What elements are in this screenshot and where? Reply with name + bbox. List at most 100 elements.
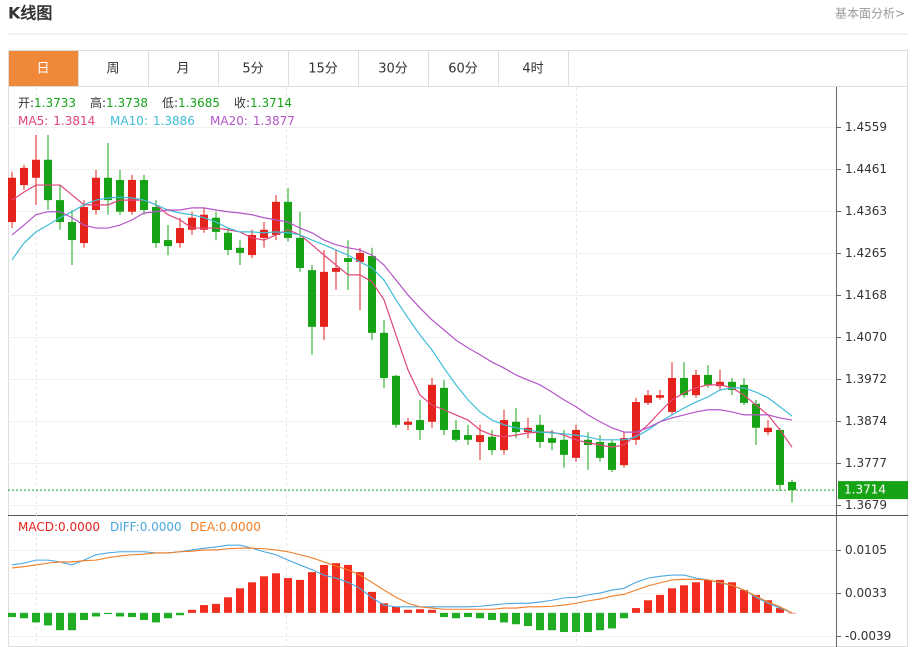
- ma-legend-name: MA20:: [210, 114, 248, 128]
- candle-body: [212, 217, 220, 232]
- macd-bar: [212, 603, 220, 613]
- macd-bar: [560, 612, 568, 633]
- macd-legend: DEA:0.0000: [190, 520, 261, 534]
- tab[interactable]: [8, 50, 79, 87]
- candle-body: [764, 427, 772, 433]
- candle-body: [248, 234, 256, 256]
- macd-bar: [728, 582, 736, 613]
- candle-body: [56, 200, 64, 223]
- macd-bar: [368, 591, 376, 613]
- candle-body: [428, 384, 436, 422]
- macd-bar: [440, 612, 448, 618]
- macd-bar: [764, 600, 772, 613]
- ma-legend-name: MA10:: [110, 114, 148, 128]
- candle-body: [464, 435, 472, 440]
- candle-body: [272, 201, 280, 235]
- ohlc-legend-label: 开:: [18, 96, 34, 110]
- candle-body: [668, 377, 676, 412]
- candle-body: [104, 177, 112, 201]
- candle-body: [116, 179, 124, 212]
- macd-bar: [668, 588, 676, 613]
- candle-body: [308, 270, 316, 327]
- tab-label[interactable]: 30分: [378, 62, 408, 77]
- macd-bar: [224, 597, 232, 613]
- ohlc-legend-value: 1.3714: [250, 96, 292, 110]
- y-tick-label: 1.4461: [845, 162, 887, 176]
- macd-bar: [296, 579, 304, 613]
- ohlc-legend: 高:1.3738: [90, 95, 148, 110]
- candle-body: [164, 240, 172, 247]
- macd-bar: [44, 612, 52, 626]
- ohlc-legend-label: 高:: [90, 95, 106, 110]
- candle-body: [380, 332, 388, 378]
- macd-bar: [488, 612, 496, 621]
- current-price-tag: [838, 481, 908, 500]
- tab-label[interactable]: 60分: [448, 62, 478, 77]
- candle-body: [680, 377, 688, 396]
- ma-legend-value: 1.3886: [153, 114, 195, 128]
- macd-bar: [524, 612, 532, 627]
- candle-body: [692, 374, 700, 396]
- candle-body: [704, 374, 712, 385]
- macd-bar: [80, 612, 88, 621]
- y-tick-label: 1.4168: [845, 288, 887, 302]
- candle-body: [332, 267, 340, 272]
- tab-label[interactable]: 日: [36, 62, 49, 77]
- candle-body: [152, 206, 160, 244]
- macd-bar: [176, 612, 184, 616]
- ohlc-legend-value: 1.3685: [178, 96, 220, 110]
- candle-body: [236, 247, 244, 253]
- candle-body: [260, 229, 268, 238]
- macd-bar: [164, 612, 172, 619]
- tab[interactable]: [498, 50, 569, 87]
- tab[interactable]: [218, 50, 289, 87]
- macd-bar: [248, 582, 256, 613]
- candle-body: [476, 435, 484, 442]
- macd-line: [11, 547, 793, 614]
- macd-bar: [344, 564, 352, 613]
- ma-legend-name: MA5:: [18, 114, 48, 128]
- candle-body: [356, 252, 364, 262]
- macd-bar: [404, 609, 412, 613]
- macd-bar: [56, 612, 64, 631]
- candle-body: [488, 436, 496, 451]
- macd-bar: [428, 609, 436, 613]
- tab[interactable]: [148, 50, 219, 87]
- candle-body: [440, 387, 448, 430]
- y-tick-label: 1.3874: [845, 414, 887, 428]
- candle-body: [20, 167, 28, 186]
- ma-legend: MA5: 1.3814: [18, 114, 95, 128]
- tab-label[interactable]: 周: [106, 62, 119, 77]
- candle-body: [296, 237, 304, 268]
- macd-bar: [500, 612, 508, 623]
- macd-bar: [704, 579, 712, 613]
- y-tick-label: 1.4363: [845, 204, 887, 218]
- tab[interactable]: [358, 50, 429, 87]
- candle-body: [716, 381, 724, 387]
- candle-body: [32, 159, 40, 178]
- tab[interactable]: [78, 50, 149, 87]
- analysis-link[interactable]: 基本面分析>: [835, 7, 905, 21]
- candle-body: [776, 429, 784, 485]
- candle-body: [728, 381, 736, 390]
- macd-bar: [356, 572, 364, 613]
- ohlc-legend: 低:1.3685: [162, 96, 220, 110]
- tab-label[interactable]: 4时: [522, 62, 543, 77]
- candle-body: [788, 481, 796, 491]
- y-tick-label: 1.4265: [845, 246, 887, 260]
- candle-body: [392, 375, 400, 425]
- macd-bar: [692, 582, 700, 613]
- macd-bar: [380, 603, 388, 613]
- macd-bar: [464, 612, 472, 618]
- macd-bar: [200, 605, 208, 613]
- tab-label[interactable]: 15分: [308, 62, 338, 77]
- tab-label[interactable]: 月: [176, 62, 189, 77]
- candle-body: [344, 258, 352, 262]
- candle-body: [656, 395, 664, 398]
- macd-line: [11, 544, 793, 614]
- candle-body: [416, 420, 424, 430]
- ohlc-legend: 收:1.3714: [234, 96, 292, 110]
- candle-body: [92, 177, 100, 210]
- tab-label[interactable]: 5分: [242, 62, 263, 77]
